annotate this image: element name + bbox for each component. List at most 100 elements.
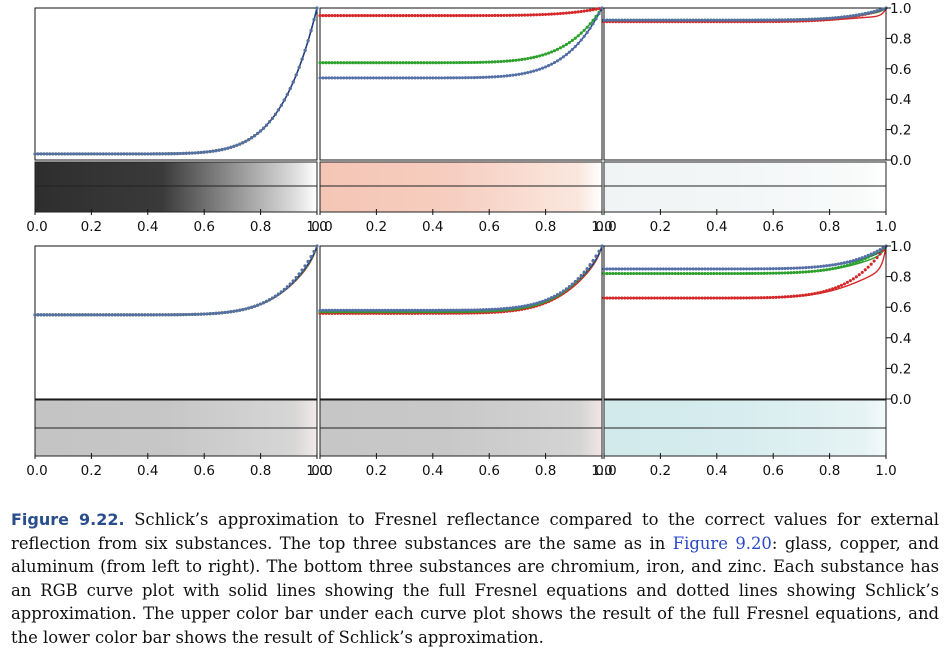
caption-figure-link[interactable]: Figure 9.20 — [672, 533, 772, 553]
x-tick-label: 0.4 — [137, 219, 158, 235]
schlick-point — [475, 75, 479, 80]
schlick-point — [739, 267, 743, 271]
schlick-point — [706, 18, 710, 22]
schlick-point — [541, 53, 545, 57]
schlick-point — [558, 11, 562, 16]
x-tick-label: 0.6 — [762, 219, 783, 235]
y-tick-label: 0.4 — [890, 92, 911, 108]
schlick-point — [484, 75, 488, 79]
schlick-point — [780, 18, 784, 22]
schlick-point — [801, 270, 805, 274]
schlick-point — [229, 145, 233, 149]
plot-frame-glass — [34, 7, 318, 161]
plot-frame-iron — [319, 245, 603, 400]
schlick-point — [39, 313, 43, 317]
schlick-point — [792, 271, 796, 275]
schlick-point — [765, 18, 769, 22]
schlick-point — [89, 313, 93, 317]
schlick-point — [762, 267, 766, 271]
schlick-point — [202, 150, 206, 154]
schlick-point — [315, 6, 319, 10]
schlick-point — [594, 17, 598, 21]
schlick-point — [410, 76, 414, 80]
schlick-point — [413, 76, 417, 80]
schlick-point — [401, 14, 405, 18]
schlick-point — [371, 14, 375, 18]
schlick-point — [730, 267, 734, 271]
schlick-point — [555, 293, 560, 297]
schlick-point — [327, 61, 331, 65]
schlick-point — [532, 69, 536, 73]
schlick-point — [535, 13, 539, 17]
schlick-point — [60, 152, 64, 156]
schlick-point — [449, 76, 453, 80]
schlick-point — [753, 267, 757, 271]
schlick-point — [667, 18, 671, 22]
schlick-point — [807, 265, 811, 269]
schlick-point — [42, 313, 46, 317]
color-bar-fresnel-zinc — [603, 399, 887, 429]
schlick-point — [452, 76, 456, 80]
schlick-point — [303, 48, 307, 52]
schlick-point — [92, 152, 96, 156]
schlick-point — [652, 271, 657, 276]
schlick-point — [523, 71, 527, 75]
schlick-point — [664, 18, 668, 22]
schlick-point — [410, 14, 414, 18]
schlick-point — [267, 298, 272, 302]
schlick-point — [416, 61, 420, 65]
schlick-point — [750, 296, 754, 300]
schlick-point — [499, 307, 503, 311]
schlick-point — [318, 61, 322, 65]
schlick-point — [324, 76, 328, 80]
schlick-point — [804, 270, 808, 274]
schlick-point — [588, 26, 592, 30]
schlick-point — [641, 18, 645, 22]
schlick-point — [771, 295, 775, 299]
schlick-point — [253, 134, 257, 138]
schlick-point — [747, 271, 751, 276]
schlick-point — [460, 308, 465, 312]
schlick-point — [646, 271, 651, 276]
schlick-point — [860, 258, 864, 262]
schlick-point — [407, 308, 411, 312]
schlick-point — [431, 61, 435, 65]
schlick-point — [95, 152, 99, 156]
schlick-point — [848, 279, 852, 283]
schlick-point — [69, 152, 73, 156]
schlick-point — [395, 14, 399, 18]
schlick-point — [641, 296, 645, 300]
schlick-point — [238, 308, 242, 312]
schlick-point — [75, 152, 79, 156]
schlick-point — [410, 61, 414, 65]
schlick-point — [658, 271, 662, 276]
schlick-point — [392, 308, 396, 312]
schlick-point — [72, 152, 76, 156]
schlick-point — [854, 260, 858, 264]
schlick-point — [285, 285, 289, 289]
schlick-point — [131, 152, 135, 156]
schlick-point — [676, 296, 680, 300]
schlick-point — [872, 251, 876, 255]
schlick-point — [318, 308, 322, 312]
schlick-point — [457, 76, 462, 80]
schlick-point — [472, 60, 476, 64]
schlick-point — [833, 286, 838, 290]
schlick-point — [434, 14, 438, 18]
x-tick-label: 0.0 — [26, 463, 47, 479]
schlick-point — [825, 268, 829, 272]
schlick-point — [205, 150, 209, 154]
y-tick-label: 0.6 — [890, 62, 911, 78]
schlick-point — [602, 296, 606, 300]
schlick-point — [392, 61, 396, 65]
schlick-point — [582, 34, 586, 38]
schlick-point — [875, 249, 879, 253]
schlick-point — [380, 76, 384, 80]
schlick-point — [620, 296, 624, 300]
color-bar-schlick-copper — [319, 185, 603, 213]
schlick-point — [810, 269, 814, 273]
x-tick-label: 0.6 — [193, 463, 214, 479]
schlick-point — [544, 65, 548, 69]
color-bar-fresnel-chromium — [34, 399, 318, 429]
schlick-point — [875, 256, 879, 260]
